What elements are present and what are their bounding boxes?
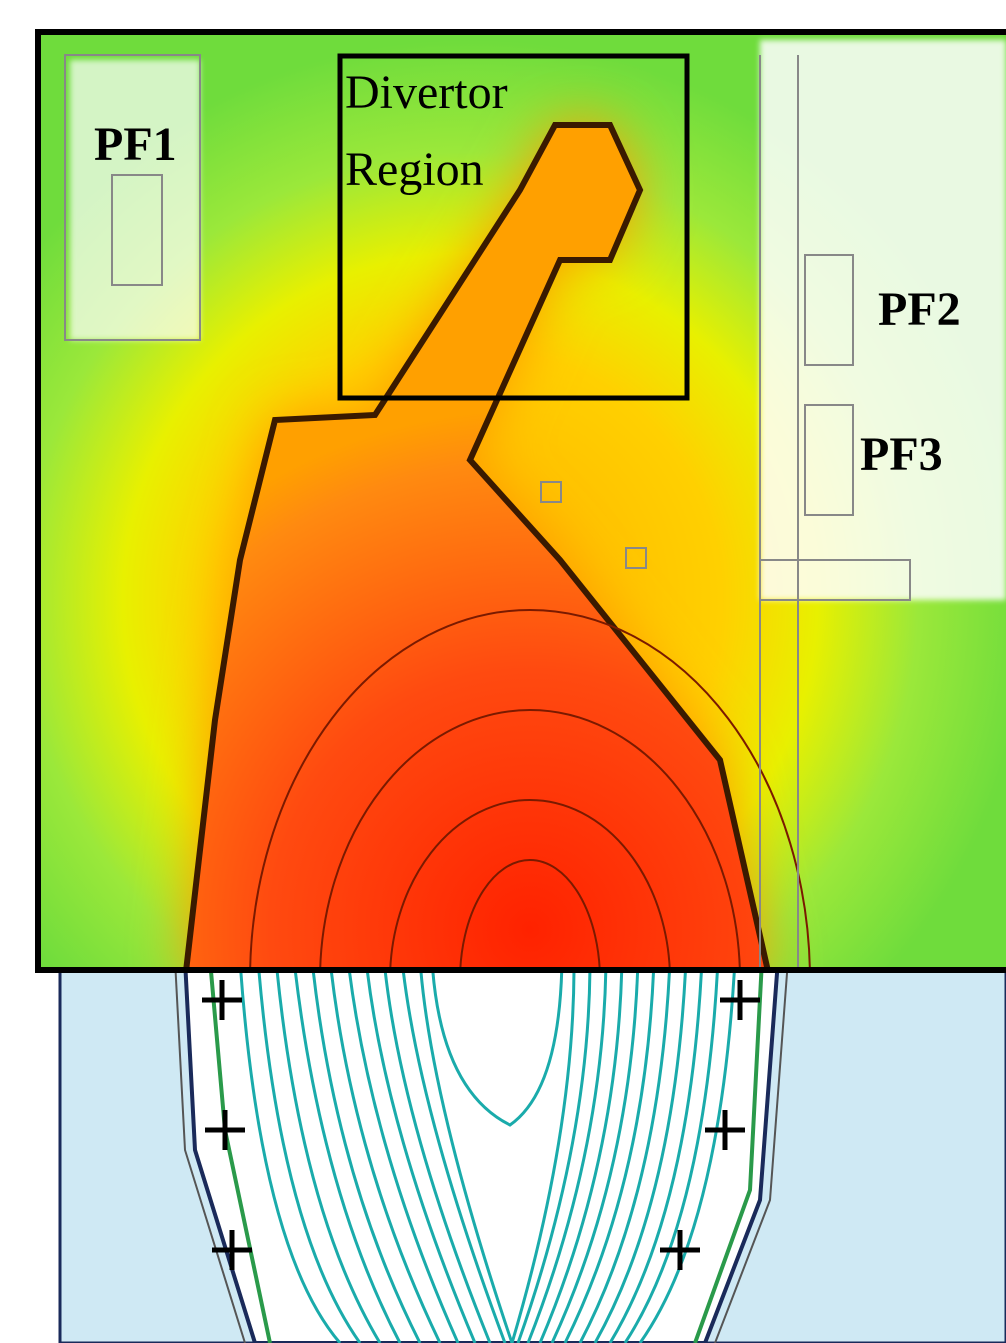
pf3-label: PF3 — [860, 428, 943, 481]
divertor-label: Divertor — [345, 66, 508, 119]
page: {"labels": {"pf1": "PF1", "pf2": "PF2", … — [0, 0, 1006, 1343]
pf1-region — [70, 60, 200, 340]
pf2-label: PF2 — [878, 283, 961, 336]
divertor-label: Region — [345, 143, 484, 196]
vessel — [185, 960, 778, 1343]
pf1-label: PF1 — [94, 118, 177, 171]
equilibrium-panel — [60, 960, 1006, 1343]
figure: Divertor Region PF1 PF2 PF3 — [0, 0, 1006, 1343]
